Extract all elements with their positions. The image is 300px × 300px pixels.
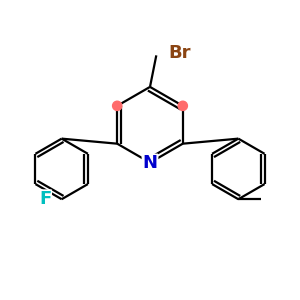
Circle shape — [112, 101, 122, 110]
Circle shape — [178, 101, 188, 110]
Text: F: F — [39, 190, 51, 208]
Text: Br: Br — [168, 44, 190, 62]
Text: N: N — [142, 154, 158, 172]
